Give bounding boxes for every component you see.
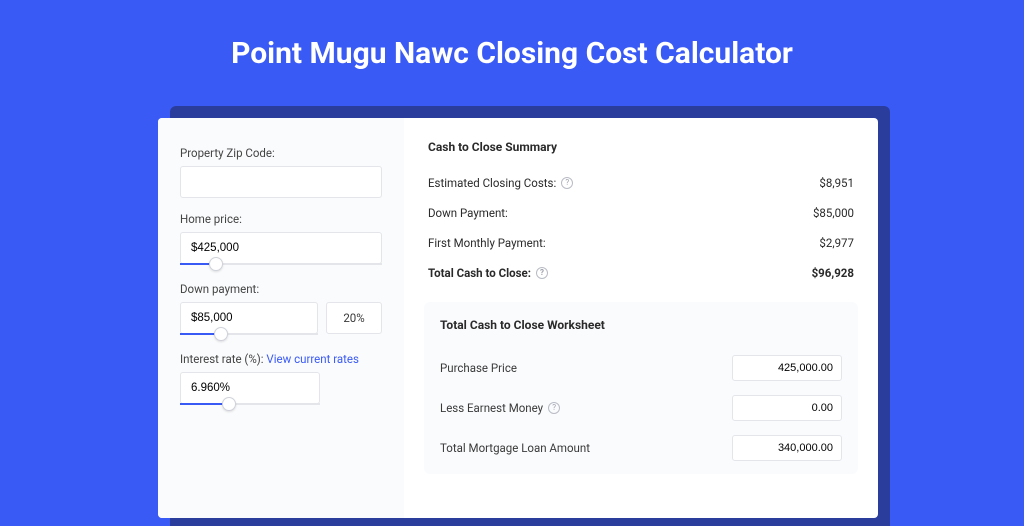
interest-rate-label: Interest rate (%): View current rates bbox=[180, 352, 382, 366]
summary-label: First Monthly Payment: bbox=[428, 236, 546, 250]
summary-label: Down Payment: bbox=[428, 206, 508, 220]
down-payment-input[interactable] bbox=[180, 302, 318, 334]
summary-value: $85,000 bbox=[813, 206, 854, 220]
worksheet-row-mortgage-amount: Total Mortgage Loan Amount bbox=[440, 428, 842, 468]
worksheet-row-earnest-money: Less Earnest Money ? bbox=[440, 388, 842, 428]
summary-row-closing-costs: Estimated Closing Costs: ? $8,951 bbox=[428, 168, 854, 198]
worksheet-row-purchase-price: Purchase Price bbox=[440, 348, 842, 388]
interest-rate-input[interactable] bbox=[180, 372, 320, 404]
down-payment-slider-thumb[interactable] bbox=[214, 327, 228, 341]
down-payment-field-group: Down payment: 20% bbox=[180, 282, 382, 334]
home-price-field-group: Home price: bbox=[180, 212, 382, 264]
zip-field-group: Property Zip Code: bbox=[180, 146, 382, 198]
summary-value: $8,951 bbox=[819, 176, 854, 190]
worksheet-input-purchase-price[interactable] bbox=[732, 355, 842, 381]
zip-input[interactable] bbox=[180, 166, 382, 198]
home-price-slider-thumb[interactable] bbox=[209, 257, 223, 271]
summary-value: $2,977 bbox=[819, 236, 854, 250]
down-payment-label: Down payment: bbox=[180, 282, 382, 296]
zip-label: Property Zip Code: bbox=[180, 146, 382, 160]
view-current-rates-link[interactable]: View current rates bbox=[266, 352, 359, 366]
help-icon[interactable]: ? bbox=[536, 267, 548, 279]
summary-label: Total Cash to Close: bbox=[428, 266, 531, 280]
worksheet-input-earnest-money[interactable] bbox=[732, 395, 842, 421]
summary-row-first-payment: First Monthly Payment: $2,977 bbox=[428, 228, 854, 258]
calculator-card: Property Zip Code: Home price: Down paym… bbox=[158, 118, 878, 518]
down-payment-pct[interactable]: 20% bbox=[326, 302, 382, 334]
results-panel: Cash to Close Summary Estimated Closing … bbox=[404, 118, 878, 518]
worksheet-label: Total Mortgage Loan Amount bbox=[440, 441, 590, 455]
worksheet-input-mortgage-amount[interactable] bbox=[732, 435, 842, 461]
summary-value: $96,928 bbox=[812, 266, 854, 280]
inputs-panel: Property Zip Code: Home price: Down paym… bbox=[158, 118, 404, 518]
worksheet-title: Total Cash to Close Worksheet bbox=[440, 318, 842, 332]
summary-row-down-payment: Down Payment: $85,000 bbox=[428, 198, 854, 228]
help-icon[interactable]: ? bbox=[561, 177, 573, 189]
summary-block: Cash to Close Summary Estimated Closing … bbox=[424, 136, 858, 302]
help-icon[interactable]: ? bbox=[548, 402, 560, 414]
summary-title: Cash to Close Summary bbox=[428, 140, 854, 154]
interest-rate-label-text: Interest rate (%): bbox=[180, 352, 266, 366]
worksheet-label: Less Earnest Money bbox=[440, 401, 543, 415]
page-title: Point Mugu Nawc Closing Cost Calculator bbox=[0, 0, 1024, 99]
summary-row-total: Total Cash to Close: ? $96,928 bbox=[428, 258, 854, 288]
worksheet-label: Purchase Price bbox=[440, 361, 517, 375]
worksheet-block: Total Cash to Close Worksheet Purchase P… bbox=[424, 302, 858, 474]
interest-rate-slider-thumb[interactable] bbox=[222, 397, 236, 411]
interest-rate-field-group: Interest rate (%): View current rates bbox=[180, 352, 382, 404]
summary-label: Estimated Closing Costs: bbox=[428, 176, 556, 190]
home-price-label: Home price: bbox=[180, 212, 382, 226]
